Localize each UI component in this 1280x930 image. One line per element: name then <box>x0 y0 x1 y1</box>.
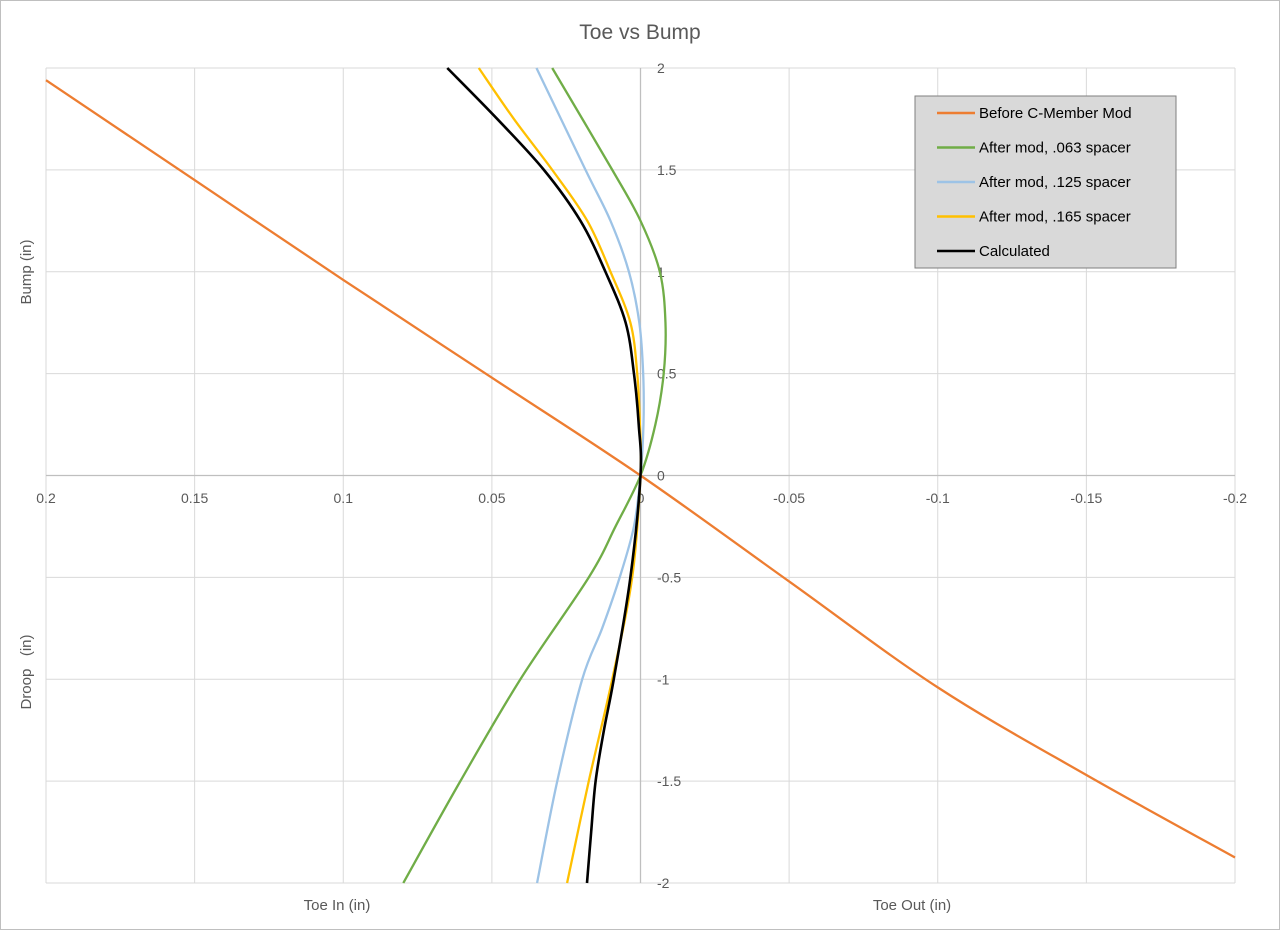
y-tick-label: -1.5 <box>657 773 681 789</box>
x-axis-label-toe-in: Toe In (in) <box>304 897 371 914</box>
x-tick-label: 0.1 <box>334 490 354 506</box>
y-tick-label: -2 <box>657 875 670 891</box>
legend-label-after-mod-165-spacer: After mod, .165 spacer <box>979 209 1131 226</box>
series-line-calculated <box>446 67 643 884</box>
series-line-after-mod-063-spacer <box>402 67 667 884</box>
tick-labels: 0.2 0.15 0.1 0.05 0 -0.05 -0.1 -0.15 -0.221.510.… <box>36 60 1247 891</box>
y-tick-label: 2 <box>657 60 665 76</box>
y-tick-label: -1 <box>657 671 670 687</box>
x-tick-label: -0.1 <box>926 490 950 506</box>
x-tick-label: 0 <box>637 490 645 506</box>
y-tick-label: 0.5 <box>657 366 677 382</box>
chart-title: Toe vs Bump <box>579 21 700 44</box>
legend-label-after-mod-125-spacer: After mod, .125 spacer <box>979 174 1131 191</box>
legend-label-calculated: Calculated <box>979 243 1050 260</box>
y-tick-label: -0.5 <box>657 569 681 585</box>
x-tick-label: -0.05 <box>773 490 805 506</box>
series-line-after-mod-165-spacer <box>477 67 643 884</box>
y-tick-label: 1.5 <box>657 162 677 178</box>
y-tick-label: 0 <box>657 468 665 484</box>
x-axis-label-toe-out: Toe Out (in) <box>873 897 951 914</box>
x-tick-label: -0.15 <box>1070 490 1102 506</box>
y-axis-label-bump: Bump (in) <box>18 239 35 304</box>
series-lines <box>45 67 1236 884</box>
x-tick-label: 0.05 <box>478 490 505 506</box>
y-axis-label-droop: Droop (in) <box>18 634 35 709</box>
legend-label-after-mod-063-spacer: After mod, .063 spacer <box>979 140 1131 157</box>
x-tick-label: -0.2 <box>1223 490 1247 506</box>
x-tick-label: 0.2 <box>36 490 56 506</box>
legend: Before C-Member Mod After mod, .063 space… <box>914 95 1177 269</box>
legend-label-before-c-member-mod: Before C-Member Mod <box>979 105 1132 122</box>
x-tick-label: 0.15 <box>181 490 208 506</box>
